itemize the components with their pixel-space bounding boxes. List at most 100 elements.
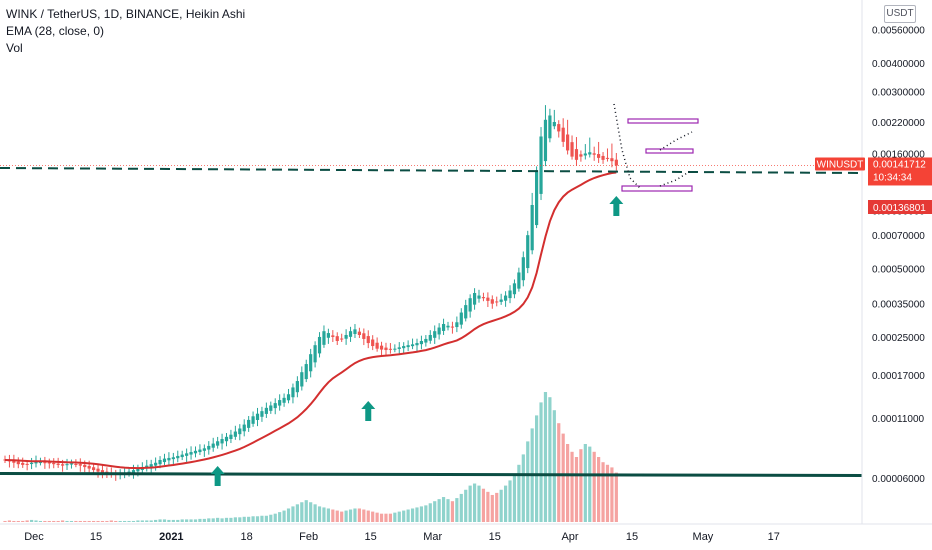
candle-body	[517, 272, 521, 289]
volume-bar	[3, 520, 7, 522]
ema-value-tag: 0.00136801	[873, 203, 926, 214]
arrow-shape	[210, 466, 225, 486]
support-trendline	[0, 471, 863, 477]
price-axis-tick: 0.00050000	[872, 264, 925, 275]
volume-bar	[273, 513, 277, 522]
volume-bar	[216, 517, 220, 522]
candle-body	[362, 333, 366, 339]
candle-body	[136, 468, 140, 472]
candle-body	[535, 170, 539, 226]
volume-bar	[180, 519, 184, 522]
volume-bar	[614, 472, 618, 522]
candle-body	[291, 387, 295, 398]
candle-body	[543, 119, 548, 162]
candle-body	[605, 157, 610, 159]
volume-bar	[335, 510, 339, 522]
candle-body	[12, 460, 16, 463]
currency-badge[interactable]: USDT	[884, 5, 916, 23]
candle-body	[34, 461, 38, 464]
candle-body	[610, 158, 614, 162]
candle-body	[220, 439, 224, 444]
candle-body	[388, 348, 393, 350]
volume-bar	[162, 519, 167, 522]
volume-bar	[78, 520, 82, 522]
candle-body	[601, 155, 605, 160]
volume-bar	[118, 520, 122, 522]
candle-body	[25, 463, 29, 465]
volume-bar	[446, 499, 450, 522]
volume-bar	[499, 489, 503, 522]
candle-body	[216, 441, 220, 446]
volume-bar	[136, 520, 140, 522]
time-axis-tick: 17	[768, 531, 780, 543]
candle-body	[224, 436, 229, 442]
candle-body	[38, 462, 43, 464]
volume-bar	[428, 503, 432, 522]
up-arrow-annotation	[210, 466, 225, 486]
volume-bar	[149, 520, 153, 522]
volume-bar	[597, 457, 601, 522]
candle-body	[357, 331, 361, 335]
volume-bar	[127, 520, 131, 522]
volume-bar	[588, 446, 592, 522]
volume-bar	[348, 509, 353, 522]
candle-body	[393, 348, 397, 350]
candle-body	[428, 334, 432, 341]
pattern-box	[621, 185, 693, 192]
volume-bar	[552, 410, 556, 522]
ema-indicator-label[interactable]: EMA (28, close, 0)	[6, 24, 105, 38]
candle-body	[96, 468, 100, 472]
candle-body	[286, 394, 291, 401]
volume-bar	[344, 510, 348, 522]
candle-body	[229, 434, 233, 439]
volume-bar	[291, 506, 295, 522]
candle-body	[16, 461, 20, 465]
candle-body	[202, 448, 206, 451]
candle-body	[295, 381, 299, 393]
volume-bar	[410, 508, 415, 522]
candle-body	[419, 340, 424, 345]
candle-body	[207, 445, 211, 450]
volume-bar	[455, 498, 459, 522]
arrow-shape	[609, 196, 624, 216]
volume-bar	[193, 519, 198, 522]
time-axis-tick: 18	[241, 531, 253, 543]
candle-body	[526, 235, 530, 269]
volume-bar	[92, 520, 96, 522]
candle-body	[424, 338, 428, 343]
volume-bar	[508, 480, 512, 522]
candle-body	[574, 149, 579, 160]
candle-body	[176, 455, 180, 459]
volume-bar	[362, 509, 366, 522]
volume-bar	[402, 510, 406, 522]
volume-bar	[548, 397, 552, 522]
volume-bar	[171, 519, 175, 522]
candle-body	[446, 325, 450, 328]
volume-bar	[521, 454, 525, 522]
pattern-dotted-line	[659, 131, 693, 151]
volume-bar	[375, 512, 379, 522]
volume-indicator-label[interactable]: Vol	[6, 41, 23, 55]
volume-bar	[242, 516, 246, 522]
time-axis-tick: Feb	[299, 531, 318, 543]
symbol-title[interactable]: WINK / TetherUS, 1D, BINANCE, Heikin Ash…	[6, 7, 246, 21]
volume-bar	[317, 506, 322, 522]
price-axis-tick: 0.00160000	[872, 149, 925, 160]
volume-bar	[114, 520, 118, 522]
last-price-tag-bg	[868, 157, 932, 186]
volume-bar	[247, 516, 251, 522]
candle-body	[100, 470, 105, 474]
candle-body	[415, 343, 419, 346]
volume-bar	[388, 513, 393, 522]
volume-bar	[481, 488, 486, 522]
candle-body	[433, 331, 437, 338]
volume-bar	[526, 441, 530, 522]
volume-bar	[43, 520, 47, 522]
candle-body	[406, 345, 410, 348]
candle-body	[588, 152, 592, 155]
volume-bar	[477, 485, 481, 522]
countdown-tag: 10:34:34	[873, 172, 912, 183]
volume-bar	[437, 499, 441, 522]
